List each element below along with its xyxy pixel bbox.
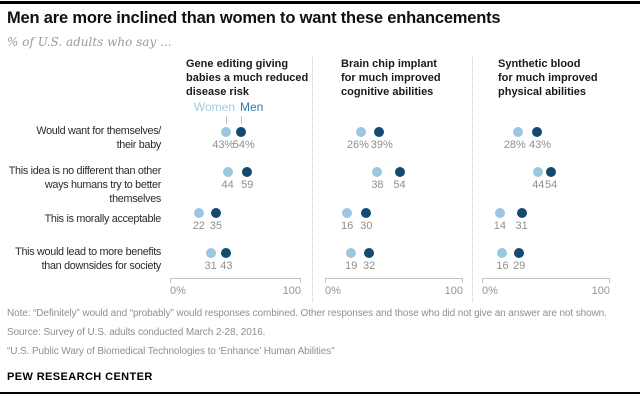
page-title: Men are more inclined than women to want… <box>7 9 501 27</box>
dot-women <box>221 127 232 137</box>
value-label-women: 14 <box>493 220 507 232</box>
row-label-line: This would lead to more benefits <box>15 246 161 258</box>
value-label-men: 54 <box>393 179 406 191</box>
axis-min-label: 0% <box>325 285 341 297</box>
panel-title-line: disease risk <box>186 86 249 98</box>
panel-title-line: for much improved <box>498 72 598 84</box>
dot-men <box>361 208 372 218</box>
row-label: This would lead to more benefits than dow… <box>0 245 161 273</box>
value-label-women: 44 <box>532 179 545 191</box>
value-label-women: 31 <box>204 260 217 272</box>
dot-women <box>355 127 366 137</box>
value-label-women: 22 <box>192 220 205 232</box>
dot-men <box>394 167 405 177</box>
value-label-women: 19 <box>345 260 358 272</box>
x-axis <box>325 278 463 283</box>
value-label-men: 54% <box>232 139 255 151</box>
top-rule <box>0 1 640 4</box>
panel-title: Synthetic blood for much improved physical… <box>498 57 598 99</box>
dot-women <box>533 167 544 177</box>
dot-women <box>512 127 523 137</box>
dot-women <box>342 208 353 218</box>
panel-title-line: Brain chip implant <box>341 58 437 70</box>
dot-women <box>372 167 383 177</box>
page-subtitle: % of U.S. adults who say ... <box>7 35 172 49</box>
value-label-men: 29 <box>512 260 526 272</box>
value-label-women: 16 <box>496 260 509 272</box>
dot-men <box>221 248 232 258</box>
dot-men <box>242 167 253 177</box>
x-axis <box>170 278 301 283</box>
row-label-line: their baby <box>116 139 162 151</box>
dot-men <box>532 127 543 137</box>
value-label-women: 28% <box>503 139 526 151</box>
row-label-line: This is morally acceptable <box>44 213 162 225</box>
x-axis <box>482 278 610 283</box>
value-label-men: 39% <box>370 139 393 151</box>
value-label-women: 38 <box>371 179 384 191</box>
panel-title: Gene editing giving babies a much reduced… <box>186 57 308 99</box>
value-label-women: 26% <box>346 139 369 151</box>
row-label-line: This idea is no different than other <box>8 165 162 177</box>
bottom-rule <box>0 392 640 394</box>
row-label: This idea is no different than other ways… <box>0 164 162 206</box>
dot-men <box>514 248 525 258</box>
axis-min-label: 0% <box>482 285 498 297</box>
panel-title-line: Synthetic blood <box>498 58 581 70</box>
axis-max-label: 100 <box>444 285 463 297</box>
value-label-women: 16 <box>340 220 354 232</box>
dot-women <box>222 167 233 177</box>
value-label-men: 43 <box>220 260 233 272</box>
panel-title-line: Gene editing giving <box>186 58 289 70</box>
column-separator <box>312 57 313 302</box>
value-label-men: 35 <box>209 220 222 232</box>
source-text: Source: Survey of U.S. adults conducted … <box>7 327 266 338</box>
legend-pointer-tick <box>240 116 242 124</box>
value-label-men: 59 <box>241 179 254 191</box>
dot-women <box>497 248 508 258</box>
dot-men <box>516 208 527 218</box>
legend-label-women: Women <box>193 100 235 114</box>
dot-men <box>546 167 557 177</box>
dot-women <box>346 248 357 258</box>
dot-men <box>373 127 384 137</box>
row-label: Would want for themselves/their baby <box>0 124 161 152</box>
panel-title-line: physical abilities <box>498 86 587 98</box>
row-label-line: Would want for themselves/ <box>36 125 161 137</box>
dot-men <box>364 248 375 258</box>
brand-pew-research-center: PEW RESEARCH CENTER <box>7 371 153 383</box>
panel-title: Brain chip implant for much improved cogni… <box>341 57 441 99</box>
axis-min-label: 0% <box>170 285 186 297</box>
panel-title-line: for much improved <box>341 72 441 84</box>
dot-women <box>205 248 216 258</box>
legend-label-men: Men <box>240 100 264 114</box>
note-text: Note: “Definitely” would and “probably” … <box>7 308 607 319</box>
value-label-women: 44 <box>221 179 234 191</box>
dot-women <box>494 208 505 218</box>
value-label-men: 43% <box>529 139 552 151</box>
report-title-text: “U.S. Public Wary of Biomedical Technolo… <box>7 346 335 357</box>
value-label-men: 30 <box>360 220 373 232</box>
row-label-line: ways humans try to better themselves <box>44 179 161 205</box>
value-label-women: 43% <box>212 139 235 151</box>
row-label: This is morally acceptable <box>0 212 162 226</box>
axis-max-label: 100 <box>591 285 610 297</box>
value-label-men: 32 <box>363 260 376 272</box>
dot-women <box>193 208 204 218</box>
dot-men <box>235 127 246 137</box>
panel-title-line: cognitive abilities <box>341 86 434 98</box>
value-label-men: 31 <box>515 220 528 232</box>
panel-title-line: babies a much reduced <box>186 72 309 84</box>
column-separator <box>472 57 473 302</box>
axis-max-label: 100 <box>282 285 301 297</box>
row-label-line: than downsides for society <box>41 260 162 272</box>
legend-pointer-tick <box>226 116 228 124</box>
dot-men <box>210 208 221 218</box>
value-label-men: 54 <box>544 179 558 191</box>
